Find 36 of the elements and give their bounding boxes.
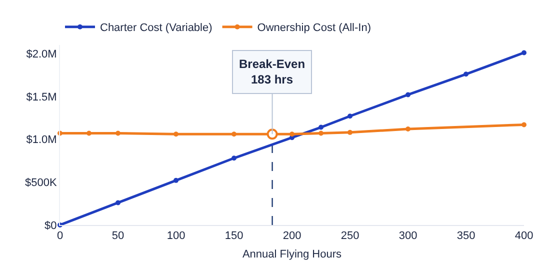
point <box>116 130 120 136</box>
x-tick-label: 100 <box>166 230 186 242</box>
x-tick-label: 50 <box>112 230 124 242</box>
point <box>348 130 352 135</box>
point <box>348 114 352 119</box>
point <box>318 130 324 136</box>
y-tick-label: $0 <box>44 220 57 232</box>
y-tick-label: $500K <box>24 176 58 189</box>
x-axis-title: Annual Flying Hours <box>242 248 342 260</box>
point <box>116 200 120 206</box>
point <box>406 126 410 132</box>
point <box>232 132 236 137</box>
legend-label: Charter Cost (Variable) <box>100 22 212 34</box>
x-tick-label: 400 <box>514 230 534 242</box>
point <box>174 132 178 137</box>
point <box>174 178 178 183</box>
x-tick-label: 200 <box>282 230 302 242</box>
point <box>232 156 236 161</box>
point <box>464 72 468 77</box>
y-tick-label: $2.0M <box>26 48 57 60</box>
x-tick-label: 0 <box>56 230 64 242</box>
annotation: Break-Even 183 hrs <box>239 57 306 87</box>
x-tick-label: 350 <box>456 230 476 242</box>
legend-label: Ownership Cost (All-In) <box>257 22 371 34</box>
y-tick-label: $1.5M <box>26 91 57 104</box>
point <box>290 132 294 137</box>
x-tick-label: 250 <box>340 230 360 242</box>
point <box>266 128 278 140</box>
y-tick-label: $1.0M <box>26 134 57 146</box>
point <box>406 92 410 98</box>
x-tick-label: 300 <box>398 230 418 242</box>
x-tick-label: 150 <box>224 230 244 242</box>
point <box>522 122 526 128</box>
point <box>86 130 92 136</box>
point <box>318 124 324 130</box>
point <box>522 50 526 56</box>
